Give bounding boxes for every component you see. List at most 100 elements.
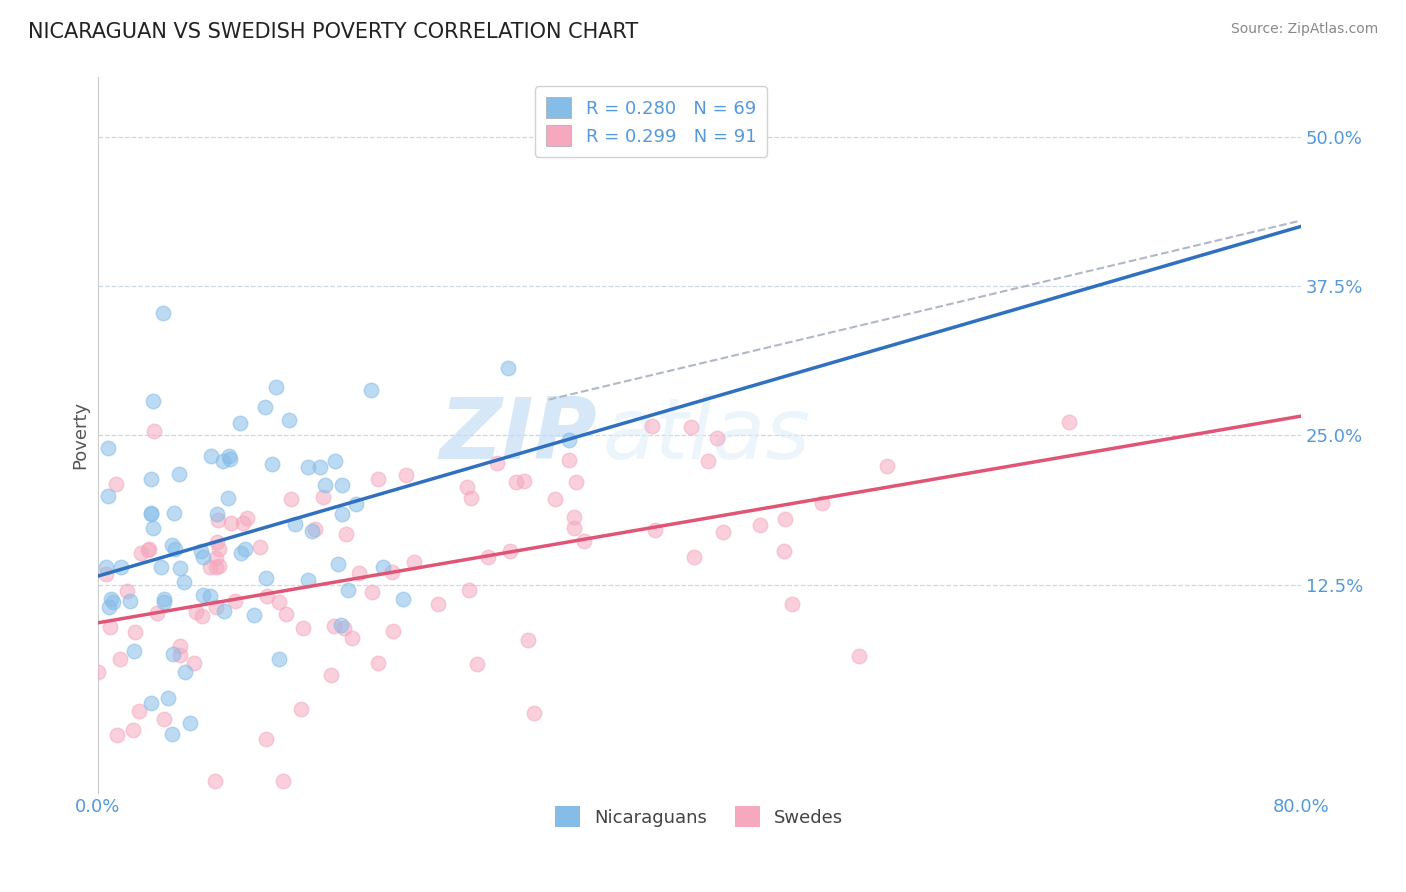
- Point: [97, 489, 120, 503]
- Point: [138, 541, 160, 556]
- Point: [697, 454, 720, 468]
- Point: [349, 566, 371, 581]
- Point: [120, 594, 142, 608]
- Point: [335, 527, 357, 541]
- Point: [254, 732, 277, 747]
- Point: [153, 592, 176, 607]
- Point: [280, 492, 302, 507]
- Point: [217, 491, 239, 506]
- Point: [284, 516, 307, 531]
- Point: [162, 648, 184, 662]
- Text: ZIP: ZIP: [439, 394, 598, 477]
- Point: [564, 475, 586, 489]
- Point: [219, 452, 242, 467]
- Point: [183, 657, 205, 671]
- Point: [254, 571, 277, 585]
- Point: [297, 460, 319, 475]
- Point: [330, 478, 353, 492]
- Point: [165, 541, 187, 556]
- Point: [218, 449, 240, 463]
- Point: [110, 560, 132, 574]
- Point: [1057, 415, 1080, 429]
- Point: [291, 621, 314, 635]
- Point: [361, 585, 384, 599]
- Point: [94, 560, 117, 574]
- Point: [236, 511, 259, 525]
- Text: Source: ZipAtlas.com: Source: ZipAtlas.com: [1230, 22, 1378, 37]
- Point: [205, 507, 228, 521]
- Point: [205, 560, 228, 574]
- Point: [191, 588, 214, 602]
- Point: [145, 606, 167, 620]
- Point: [486, 456, 509, 470]
- Point: [301, 524, 323, 539]
- Point: [267, 595, 290, 609]
- Point: [517, 632, 540, 647]
- Point: [558, 452, 581, 467]
- Point: [344, 497, 367, 511]
- Point: [304, 522, 326, 536]
- Point: [153, 595, 176, 609]
- Point: [640, 419, 662, 434]
- Point: [460, 491, 482, 506]
- Point: [179, 716, 201, 731]
- Point: [142, 424, 165, 438]
- Point: [496, 361, 519, 376]
- Point: [523, 706, 546, 720]
- Point: [160, 538, 183, 552]
- Point: [212, 604, 235, 618]
- Point: [156, 691, 179, 706]
- Point: [499, 544, 522, 558]
- Point: [139, 506, 162, 520]
- Y-axis label: Poverty: Poverty: [72, 401, 89, 469]
- Point: [848, 648, 870, 663]
- Point: [97, 441, 120, 455]
- Point: [249, 540, 271, 554]
- Point: [228, 416, 250, 430]
- Point: [162, 727, 184, 741]
- Point: [290, 702, 312, 716]
- Point: [205, 600, 228, 615]
- Point: [404, 555, 426, 569]
- Point: [191, 550, 214, 565]
- Point: [107, 728, 129, 742]
- Point: [264, 380, 287, 394]
- Point: [381, 624, 404, 638]
- Point: [811, 496, 834, 510]
- Point: [682, 549, 704, 564]
- Point: [780, 597, 803, 611]
- Point: [558, 434, 581, 448]
- Point: [644, 523, 666, 537]
- Point: [329, 617, 352, 632]
- Point: [208, 541, 231, 556]
- Point: [100, 592, 122, 607]
- Point: [748, 517, 770, 532]
- Legend: Nicaraguans, Swedes: Nicaraguans, Swedes: [547, 799, 851, 834]
- Point: [233, 542, 256, 557]
- Point: [391, 591, 413, 606]
- Point: [98, 620, 121, 634]
- Point: [773, 511, 796, 525]
- Point: [86, 665, 108, 679]
- Point: [97, 600, 120, 615]
- Point: [131, 545, 153, 559]
- Point: [328, 557, 350, 571]
- Point: [205, 535, 228, 549]
- Point: [544, 491, 567, 506]
- Point: [163, 506, 186, 520]
- Point: [242, 608, 264, 623]
- Point: [427, 597, 450, 611]
- Point: [312, 491, 335, 505]
- Point: [191, 608, 214, 623]
- Point: [224, 594, 246, 608]
- Point: [190, 544, 212, 558]
- Point: [204, 774, 226, 789]
- Point: [169, 640, 191, 654]
- Point: [205, 551, 228, 566]
- Point: [513, 475, 536, 489]
- Point: [309, 459, 332, 474]
- Point: [142, 521, 165, 535]
- Point: [198, 559, 221, 574]
- Point: [141, 472, 163, 486]
- Point: [360, 383, 382, 397]
